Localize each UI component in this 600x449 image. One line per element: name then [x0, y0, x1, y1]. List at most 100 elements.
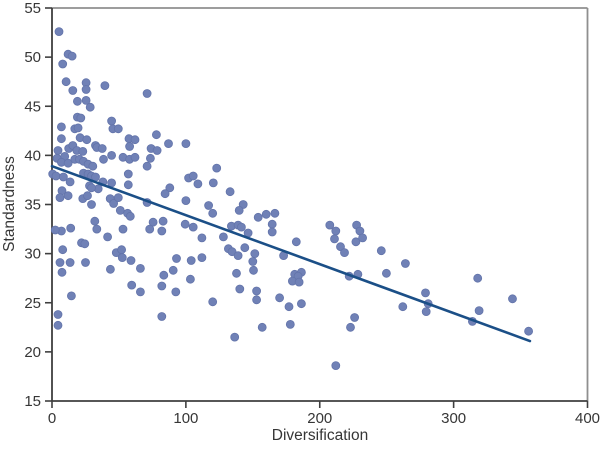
data-point: [117, 245, 126, 255]
y-tick-label: 40: [24, 147, 41, 164]
tick-labels: 15 20 25 30 35 40 45 50 55 0 100 200 300 400: [24, 0, 600, 427]
y-axis-title: Standardness: [1, 156, 18, 252]
trend-line-layer: [50, 164, 532, 343]
data-point: [63, 191, 73, 201]
data-point: [92, 224, 102, 234]
data-point: [113, 193, 123, 203]
data-point: [508, 294, 517, 304]
axes: [45, 7, 589, 408]
data-point: [181, 196, 191, 206]
data-point: [100, 81, 110, 90]
data-point: [152, 146, 162, 155]
data-point: [257, 322, 267, 332]
data-point: [66, 223, 76, 233]
data-point: [193, 179, 203, 189]
data-point: [270, 208, 280, 218]
data-point: [252, 286, 262, 296]
data-point: [350, 313, 360, 322]
data-point: [142, 161, 152, 171]
data-point: [59, 172, 68, 182]
data-point: [171, 287, 181, 297]
data-point: [130, 135, 140, 145]
data-point: [68, 86, 78, 95]
data-point: [421, 288, 430, 298]
data-point: [186, 256, 196, 265]
data-point: [76, 113, 86, 123]
data-point: [351, 237, 361, 247]
data-point: [125, 211, 135, 221]
data-point: [53, 146, 63, 155]
data-point: [284, 302, 294, 312]
data-point: [208, 178, 218, 188]
data-point: [285, 319, 295, 329]
data-point: [130, 152, 140, 162]
data-point: [54, 27, 64, 37]
data-point: [474, 306, 484, 316]
data-point: [117, 253, 127, 263]
data-point: [57, 122, 66, 132]
data-point: [208, 297, 218, 307]
data-point: [340, 248, 349, 258]
data-point: [65, 258, 75, 267]
data-point: [325, 220, 335, 230]
data-point: [55, 258, 65, 267]
data-point: [99, 154, 108, 164]
data-point: [346, 322, 355, 332]
data-point: [218, 232, 228, 242]
x-axis-title: Diversification: [272, 427, 368, 444]
data-point: [80, 239, 90, 249]
data-point: [158, 216, 168, 226]
data-point: [398, 302, 408, 312]
data-point: [65, 177, 75, 187]
data-point: [125, 142, 135, 151]
data-point: [185, 274, 195, 284]
data-point: [58, 245, 68, 255]
data-point: [78, 146, 88, 156]
data-point: [145, 224, 155, 234]
data-point: [473, 273, 483, 283]
data-point: [142, 89, 152, 98]
data-point: [123, 169, 133, 179]
y-tick-label: 50: [24, 49, 41, 66]
data-point: [123, 180, 133, 190]
data-point: [135, 287, 145, 297]
data-point: [212, 163, 222, 173]
data-points: [48, 27, 533, 371]
data-point: [157, 281, 167, 291]
data-point: [197, 233, 207, 243]
data-point: [376, 246, 386, 256]
data-point: [115, 205, 125, 215]
data-point: [232, 268, 241, 278]
data-point: [61, 77, 71, 87]
data-point: [421, 307, 431, 317]
data-point: [230, 332, 240, 342]
data-point: [188, 171, 198, 181]
data-point: [204, 201, 214, 210]
data-point: [57, 267, 67, 277]
data-point: [81, 258, 90, 267]
data-point: [261, 209, 271, 219]
data-point: [107, 116, 116, 126]
data-point: [87, 183, 96, 193]
data-point: [164, 139, 173, 149]
data-point: [107, 150, 116, 160]
data-point: [181, 139, 191, 149]
data-point: [67, 51, 77, 61]
data-point: [294, 277, 304, 287]
y-tick-label: 25: [24, 295, 41, 312]
data-point: [168, 265, 178, 275]
y-tick-label: 30: [24, 246, 41, 263]
data-point: [225, 187, 235, 197]
y-tick-label: 55: [24, 0, 41, 17]
plot-frame: [52, 7, 589, 401]
data-point: [126, 256, 136, 265]
data-point: [57, 134, 66, 144]
data-point: [148, 217, 158, 227]
data-point: [103, 232, 112, 242]
data-point: [113, 124, 123, 134]
data-point: [157, 312, 167, 321]
data-point: [83, 191, 92, 201]
data-point: [159, 270, 169, 280]
data-point: [249, 265, 258, 275]
